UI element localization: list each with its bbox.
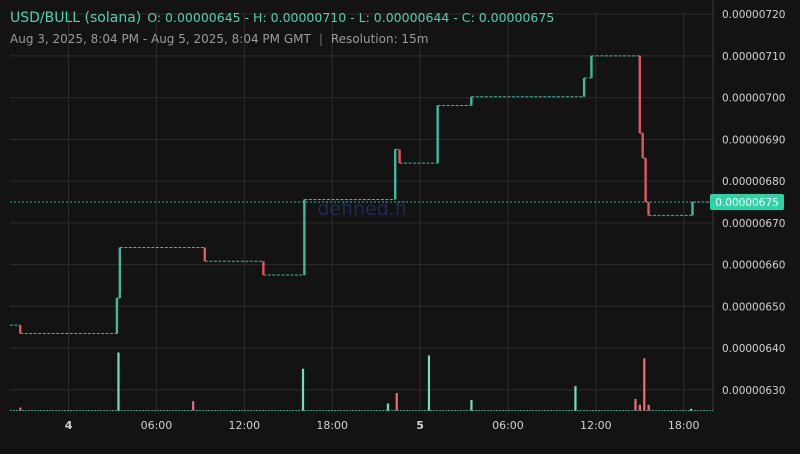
x-tick-label: 06:00: [492, 419, 524, 432]
volume-bar: [574, 386, 577, 411]
resolution-label: Resolution: 15m: [330, 32, 429, 46]
volume-bar: [192, 401, 195, 411]
x-tick-label: 18:00: [668, 419, 700, 432]
y-tick-label: 0.00000700: [722, 93, 785, 105]
y-tick-label: 0.00000690: [722, 134, 785, 146]
volume-bar: [638, 404, 641, 411]
x-tick-label: 06:00: [141, 419, 173, 432]
ohlc-readout: O: 0.00000645 - H: 0.00000710 - L: 0.000…: [147, 10, 555, 25]
x-tick-label: 4: [65, 419, 73, 432]
x-tick-label: 5: [416, 419, 424, 432]
volume-bar: [386, 403, 390, 411]
y-tick-label: 0.00000710: [722, 51, 785, 63]
pair-title: USD/BULL (solana): [10, 10, 142, 26]
x-tick-label: 12:00: [580, 419, 612, 432]
chart-header: USD/BULL (solana) O: 0.00000645 - H: 0.00…: [10, 10, 554, 46]
title-line: USD/BULL (solana) O: 0.00000645 - H: 0.00…: [10, 10, 554, 26]
x-tick-label: 18:00: [316, 419, 348, 432]
x-tick-label: 12:00: [228, 419, 260, 432]
volume-bar: [117, 352, 120, 411]
y-tick-label: 0.00000630: [722, 385, 785, 397]
watermark-text: defined.fi: [317, 198, 407, 220]
volume-bar: [395, 393, 398, 411]
current-price-tag: [710, 193, 784, 210]
y-tick-label: 0.00000680: [722, 176, 785, 188]
volume-bar: [427, 355, 431, 411]
date-range: Aug 3, 2025, 8:04 PM - Aug 5, 2025, 8:04…: [10, 32, 311, 46]
y-tick-label: 0.00000720: [722, 9, 785, 21]
separator: |: [318, 32, 323, 46]
volume-bar: [470, 400, 473, 411]
subtitle-line: Aug 3, 2025, 8:04 PM - Aug 5, 2025, 8:04…: [10, 32, 554, 46]
volume-bar: [301, 368, 305, 411]
volume-bar: [647, 404, 650, 411]
volume-bar: [643, 358, 646, 411]
volume-bar: [634, 398, 637, 411]
y-tick-label: 0.00000670: [722, 218, 785, 230]
volume-bar: [19, 407, 22, 411]
volume-bar: [690, 408, 693, 411]
y-tick-label: 0.00000660: [722, 260, 785, 272]
current-price-label: 0.00000675: [715, 197, 778, 209]
y-tick-label: 0.00000650: [722, 301, 785, 313]
y-tick-label: 0.00000640: [722, 343, 785, 355]
